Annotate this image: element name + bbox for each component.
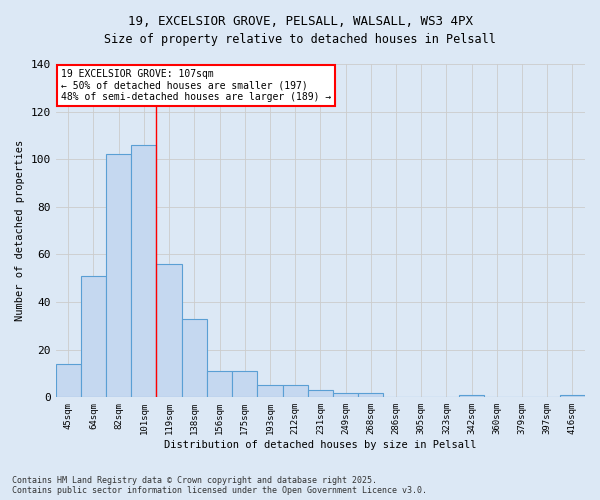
Bar [131,145,157,398]
Bar [106,154,131,398]
Bar [459,395,484,398]
Bar [283,386,308,398]
Bar [560,395,585,398]
Bar [157,264,182,398]
Bar [81,276,106,398]
X-axis label: Distribution of detached houses by size in Pelsall: Distribution of detached houses by size … [164,440,476,450]
Y-axis label: Number of detached properties: Number of detached properties [15,140,25,322]
Bar [257,386,283,398]
Bar [207,371,232,398]
Text: 19, EXCELSIOR GROVE, PELSALL, WALSALL, WS3 4PX: 19, EXCELSIOR GROVE, PELSALL, WALSALL, W… [128,15,473,28]
Bar [232,371,257,398]
Bar [333,392,358,398]
Bar [358,392,383,398]
Text: Size of property relative to detached houses in Pelsall: Size of property relative to detached ho… [104,32,496,46]
Bar [182,319,207,398]
Bar [308,390,333,398]
Bar [56,364,81,398]
Text: Contains HM Land Registry data © Crown copyright and database right 2025.
Contai: Contains HM Land Registry data © Crown c… [12,476,427,495]
Text: 19 EXCELSIOR GROVE: 107sqm
← 50% of detached houses are smaller (197)
48% of sem: 19 EXCELSIOR GROVE: 107sqm ← 50% of deta… [61,69,331,102]
